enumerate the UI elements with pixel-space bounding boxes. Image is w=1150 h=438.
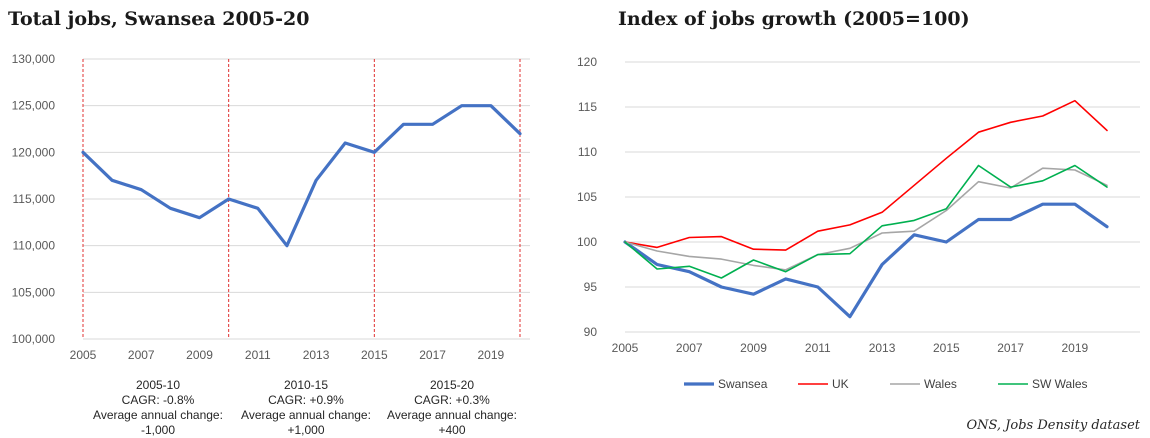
y-tick-label: 100 — [577, 235, 597, 249]
period-change-value: +400 — [438, 423, 466, 437]
x-tick-label: 2019 — [1062, 341, 1089, 355]
x-tick-label: 2011 — [245, 348, 271, 362]
x-tick-label: 2005 — [70, 348, 97, 362]
y-tick-label: 100,000 — [12, 332, 56, 346]
period-change-label: Average annual change: — [93, 408, 223, 422]
x-tick-label: 2011 — [805, 341, 831, 355]
period-change-value: +1,000 — [287, 423, 325, 437]
y-tick-label: 105,000 — [12, 285, 56, 299]
x-tick-label: 2009 — [740, 341, 767, 355]
y-tick-label: 105 — [577, 190, 597, 204]
x-tick-label: 2013 — [303, 348, 330, 362]
x-tick-label: 2009 — [186, 348, 213, 362]
period-cagr: CAGR: +0.3% — [414, 393, 490, 407]
period-annotation-2005-10: 2005-10 CAGR: -0.8% Average annual chang… — [78, 378, 238, 438]
y-tick-label: 115 — [578, 100, 597, 114]
x-tick-label: 2005 — [612, 341, 639, 355]
period-cagr: CAGR: -0.8% — [121, 393, 195, 407]
series-line-total-jobs — [81, 104, 522, 248]
legend-label: Wales — [924, 377, 957, 391]
x-tick-label: 2015 — [361, 348, 388, 362]
period-change-label: Average annual change: — [387, 408, 517, 422]
x-tick-label: 2013 — [869, 341, 896, 355]
legend-label: SW Wales — [1032, 377, 1088, 391]
chart-2-title: Index of jobs growth (2005=100) — [618, 8, 970, 30]
legend-label: Swansea — [718, 377, 768, 391]
y-tick-label: 90 — [584, 325, 598, 339]
y-tick-label: 110 — [578, 145, 597, 159]
index-growth-chart: 90 95 100 105 110 115 120 2005 2007 2009 2011 2013 2… — [577, 55, 1140, 391]
legend-label: UK — [832, 377, 849, 391]
series-line-uk — [624, 99, 1108, 251]
x-tick-label: 2017 — [997, 341, 1024, 355]
period-change-value: -1,000 — [140, 423, 176, 437]
series-line-sw-wales — [624, 164, 1108, 279]
legend-item-swansea: Swansea — [684, 377, 768, 391]
period-label: 2015-20 — [429, 378, 475, 392]
y-tick-label: 115,000 — [13, 192, 56, 206]
source-note: ONS, Jobs Density dataset — [966, 418, 1140, 433]
period-annotation-2015-20: 2015-20 CAGR: +0.3% Average annual chang… — [372, 378, 532, 438]
x-tick-label: 2015 — [933, 341, 960, 355]
y-tick-label: 120 — [577, 55, 597, 69]
legend-item-sw-wales: SW Wales — [998, 377, 1088, 391]
x-tick-label: 2007 — [676, 341, 703, 355]
y-tick-label: 110,000 — [13, 239, 56, 253]
legend-item-wales: Wales — [890, 377, 957, 391]
period-cagr: CAGR: +0.9% — [268, 393, 344, 407]
period-label: 2010-15 — [283, 378, 329, 392]
y-tick-label: 130,000 — [12, 52, 56, 66]
y-tick-label: 125,000 — [12, 99, 56, 113]
period-annotation-2010-15: 2010-15 CAGR: +0.9% Average annual chang… — [226, 378, 386, 438]
legend-item-uk: UK — [798, 377, 849, 391]
y-tick-label: 95 — [584, 280, 598, 294]
x-tick-label: 2007 — [128, 348, 155, 362]
x-tick-label: 2019 — [478, 348, 505, 362]
total-jobs-chart: 100,000 105,000 110,000 115,000 120,000 125,0… — [12, 52, 530, 362]
x-tick-label: 2017 — [419, 348, 446, 362]
period-label: 2005-10 — [135, 378, 181, 392]
period-change-label: Average annual change: — [241, 408, 371, 422]
y-tick-label: 120,000 — [12, 145, 56, 159]
series-line-swansea — [623, 202, 1109, 319]
chart-1-title: Total jobs, Swansea 2005-20 — [8, 8, 310, 30]
